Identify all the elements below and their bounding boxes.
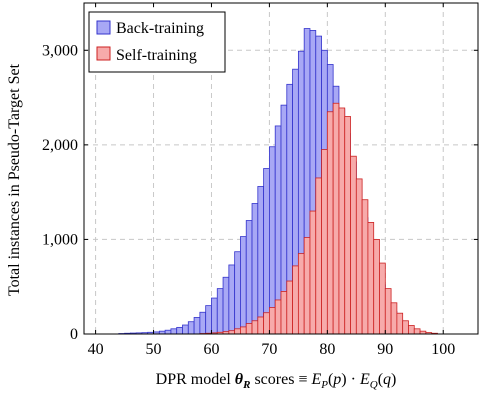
bar-self-training xyxy=(396,312,404,335)
bar-back-training xyxy=(257,186,265,335)
bar-self-training xyxy=(402,320,409,335)
x-tick-label: 90 xyxy=(377,341,393,358)
bar-back-training xyxy=(269,146,276,335)
bar-self-training xyxy=(413,328,421,335)
bar-self-training xyxy=(326,111,334,335)
bar-self-training xyxy=(384,288,392,335)
y-tick-label: 0 xyxy=(70,326,78,343)
bar-back-training xyxy=(199,311,207,335)
bar-self-training xyxy=(234,328,241,335)
x-tick-label: 70 xyxy=(261,341,277,358)
bar-self-training xyxy=(315,177,322,335)
x-tick-label: 60 xyxy=(203,341,219,358)
axis-ticks: 40 50 60 70 80 90 100 0 1,000 2,000 3,000 xyxy=(42,3,478,358)
plot-frame xyxy=(83,2,479,335)
bar-self-training xyxy=(280,291,288,335)
bar-self-training xyxy=(251,320,259,335)
legend-label-self-training: Self-training xyxy=(116,47,197,64)
bar-self-training xyxy=(257,316,265,335)
bar-self-training xyxy=(344,116,351,335)
legend-swatch-self-training xyxy=(96,46,111,61)
bar-back-training xyxy=(222,276,230,335)
bar-back-training xyxy=(205,305,212,335)
bar-self-training xyxy=(373,239,380,335)
bar-self-training xyxy=(292,265,299,335)
bar-self-training xyxy=(355,178,363,335)
bar-self-training xyxy=(367,222,375,335)
bar-self-training xyxy=(309,210,317,335)
bar-back-training xyxy=(176,326,183,335)
bar-back-training xyxy=(240,236,247,335)
bar-self-training xyxy=(303,237,311,335)
bar-back-training xyxy=(228,264,236,335)
x-tick-label: 40 xyxy=(88,341,104,358)
bar-self-training xyxy=(361,199,369,335)
bar-self-training xyxy=(408,325,415,335)
bar-back-training xyxy=(234,251,241,335)
bar-back-training xyxy=(251,203,259,335)
legend-label-back-training: Back-training xyxy=(116,20,204,37)
bar-self-training xyxy=(274,299,282,335)
histogram-bars xyxy=(118,28,438,335)
bar-self-training xyxy=(297,253,305,335)
legend: Back-training Self-training xyxy=(88,11,226,73)
bar-back-training xyxy=(193,317,201,335)
bar-self-training xyxy=(263,312,270,335)
x-tick-label: 80 xyxy=(319,341,335,358)
bar-back-training xyxy=(216,288,224,335)
x-tick-label: 50 xyxy=(146,341,162,358)
y-axis-label: Total instances in Pseudo-Target Set xyxy=(6,63,23,296)
bar-self-training xyxy=(321,149,328,335)
legend-box xyxy=(88,11,226,73)
bar-self-training xyxy=(350,155,357,335)
y-tick-label: 3,000 xyxy=(42,42,78,59)
bar-back-training xyxy=(187,321,195,335)
bar-self-training xyxy=(390,302,398,335)
y-tick-label: 2,000 xyxy=(42,137,78,154)
bar-self-training xyxy=(332,102,340,335)
bar-back-training xyxy=(182,324,189,335)
x-tick-label: 100 xyxy=(431,341,455,358)
bar-self-training xyxy=(240,326,247,335)
bar-self-training xyxy=(269,307,276,335)
bar-back-training xyxy=(245,220,253,335)
x-axis-label: DPR model θR scores ≡ EP(p) · EQ(q) xyxy=(156,371,397,391)
bar-back-training xyxy=(211,297,218,335)
bar-self-training xyxy=(245,323,253,335)
bar-back-training xyxy=(263,168,270,335)
y-tick-label: 1,000 xyxy=(42,231,78,248)
legend-swatch-back-training xyxy=(96,20,111,35)
bar-back-training xyxy=(164,329,172,335)
bar-self-training xyxy=(338,107,346,335)
bar-self-training xyxy=(286,280,293,335)
bar-self-training xyxy=(379,262,386,335)
bar-back-training xyxy=(170,328,178,335)
